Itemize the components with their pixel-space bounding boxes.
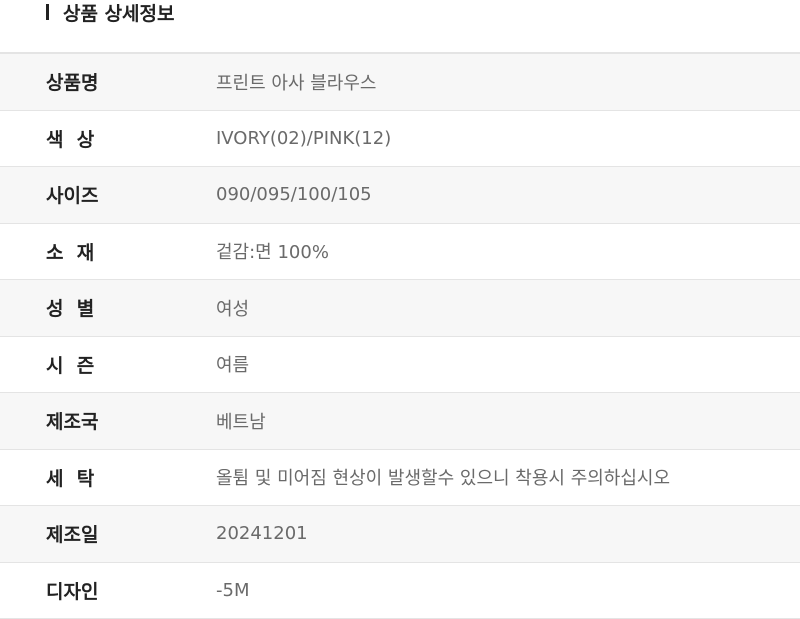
- row-value: IVORY(02)/PINK(12): [216, 128, 391, 149]
- row-label: 색 상: [0, 125, 216, 152]
- row-label: 사이즈: [0, 181, 216, 208]
- row-label: 시 즌: [0, 351, 216, 378]
- row-value: 올튐 및 미어짐 현상이 발생할수 있으니 착용시 주의하십시오: [216, 464, 670, 490]
- table-row: 디자인-5M: [0, 563, 800, 619]
- title-accent-bar: [46, 4, 49, 20]
- section-title: 상품 상세정보: [46, 0, 175, 24]
- row-value: 베트남: [216, 408, 266, 434]
- row-label: 세 탁: [0, 464, 216, 491]
- row-value: 090/095/100/105: [216, 184, 372, 205]
- row-label: 제조일: [0, 520, 216, 547]
- row-value: 20241201: [216, 523, 308, 544]
- row-label: 디자인: [0, 577, 216, 604]
- row-label: 제조국: [0, 407, 216, 434]
- row-label: 상품명: [0, 68, 216, 95]
- row-value: 겉감:면 100%: [216, 238, 329, 264]
- row-label: 성 별: [0, 294, 216, 321]
- row-value: 여성: [216, 295, 249, 321]
- row-label: 소 재: [0, 238, 216, 265]
- row-value: -5M: [216, 580, 249, 601]
- row-value: 여름: [216, 351, 249, 377]
- row-value: 프린트 아사 블라우스: [216, 69, 376, 95]
- section-title-text: 상품 상세정보: [63, 0, 175, 26]
